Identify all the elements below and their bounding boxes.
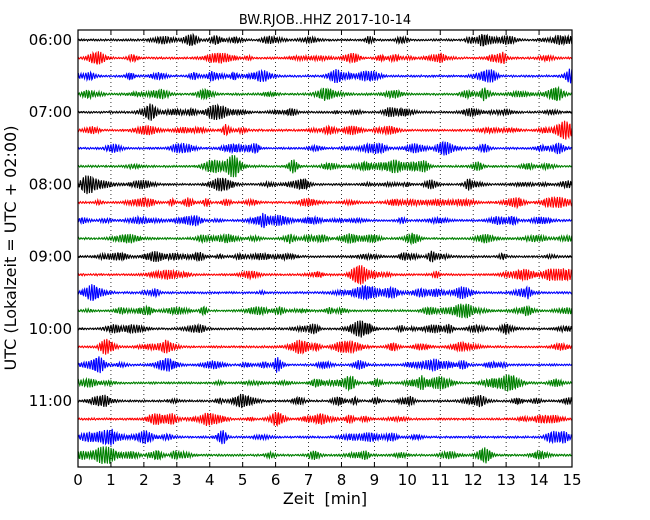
plot-frame [77,29,573,468]
trace-1030 [77,356,573,374]
y-tick-label: 11:00 [29,392,72,410]
trace-1130 [77,428,573,446]
x-tick-label: 6 [271,471,281,489]
trace-0845 [77,232,573,246]
x-tick-label: 11 [431,471,450,489]
y-tick-label: 10:00 [29,320,72,338]
x-tick-label: 0 [73,471,83,489]
trace-0915 [77,265,573,285]
trace-0930 [77,284,573,302]
trace-1000 [77,320,573,338]
trace-0730 [77,140,573,156]
trace-1145 [77,446,573,465]
trace-0700 [77,103,573,121]
x-axis-label: Zeit [min] [283,489,367,508]
trace-1015 [78,338,573,355]
y-tick-label: 09:00 [29,248,72,266]
x-axis-ticks: 0 1 2 3 4 5 6 7 8 9 10 11 12 13 14 15 [73,30,582,489]
plot-border [77,29,573,468]
x-tick-label: 5 [238,471,248,489]
x-tick-label: 1 [106,471,116,489]
trace-0615 [77,50,573,65]
trace-1100 [77,393,573,409]
trace-1045 [77,374,573,392]
trace-0830 [77,212,573,229]
y-tick-label: 06:00 [29,31,72,49]
x-tick-label: 4 [205,471,215,489]
trace-0900 [77,250,573,263]
trace-0945 [77,303,573,319]
chart-title: BW.RJOB..HHZ 2017-10-14 [239,13,411,28]
y-tick-label: 08:00 [29,175,72,193]
trace-1115 [77,411,573,427]
x-tick-label: 8 [337,471,347,489]
x-tick-label: 7 [304,471,314,489]
x-tick-label: 15 [562,471,581,489]
trace-0645 [77,85,573,102]
trace-0815 [77,195,573,210]
trace-0630 [77,68,573,84]
x-tick-label: 13 [497,471,516,489]
x-tick-label: 3 [172,471,182,489]
seismogram-traces [77,32,573,465]
x-tick-label: 14 [530,471,549,489]
trace-0715 [77,120,573,140]
y-tick-label: 07:00 [29,103,72,121]
x-tick-label: 10 [398,471,417,489]
x-tick-label: 9 [370,471,380,489]
trace-0745 [77,154,573,178]
y-axis-label: UTC (Lokalzeit = UTC + 02:00) [1,126,20,371]
trace-0600 [77,32,573,47]
x-tick-label: 2 [139,471,149,489]
trace-0800 [77,175,573,195]
y-axis-ticks: 06:00 07:00 08:00 09:00 10:00 11:00 [29,31,572,410]
x-tick-label: 12 [464,471,483,489]
